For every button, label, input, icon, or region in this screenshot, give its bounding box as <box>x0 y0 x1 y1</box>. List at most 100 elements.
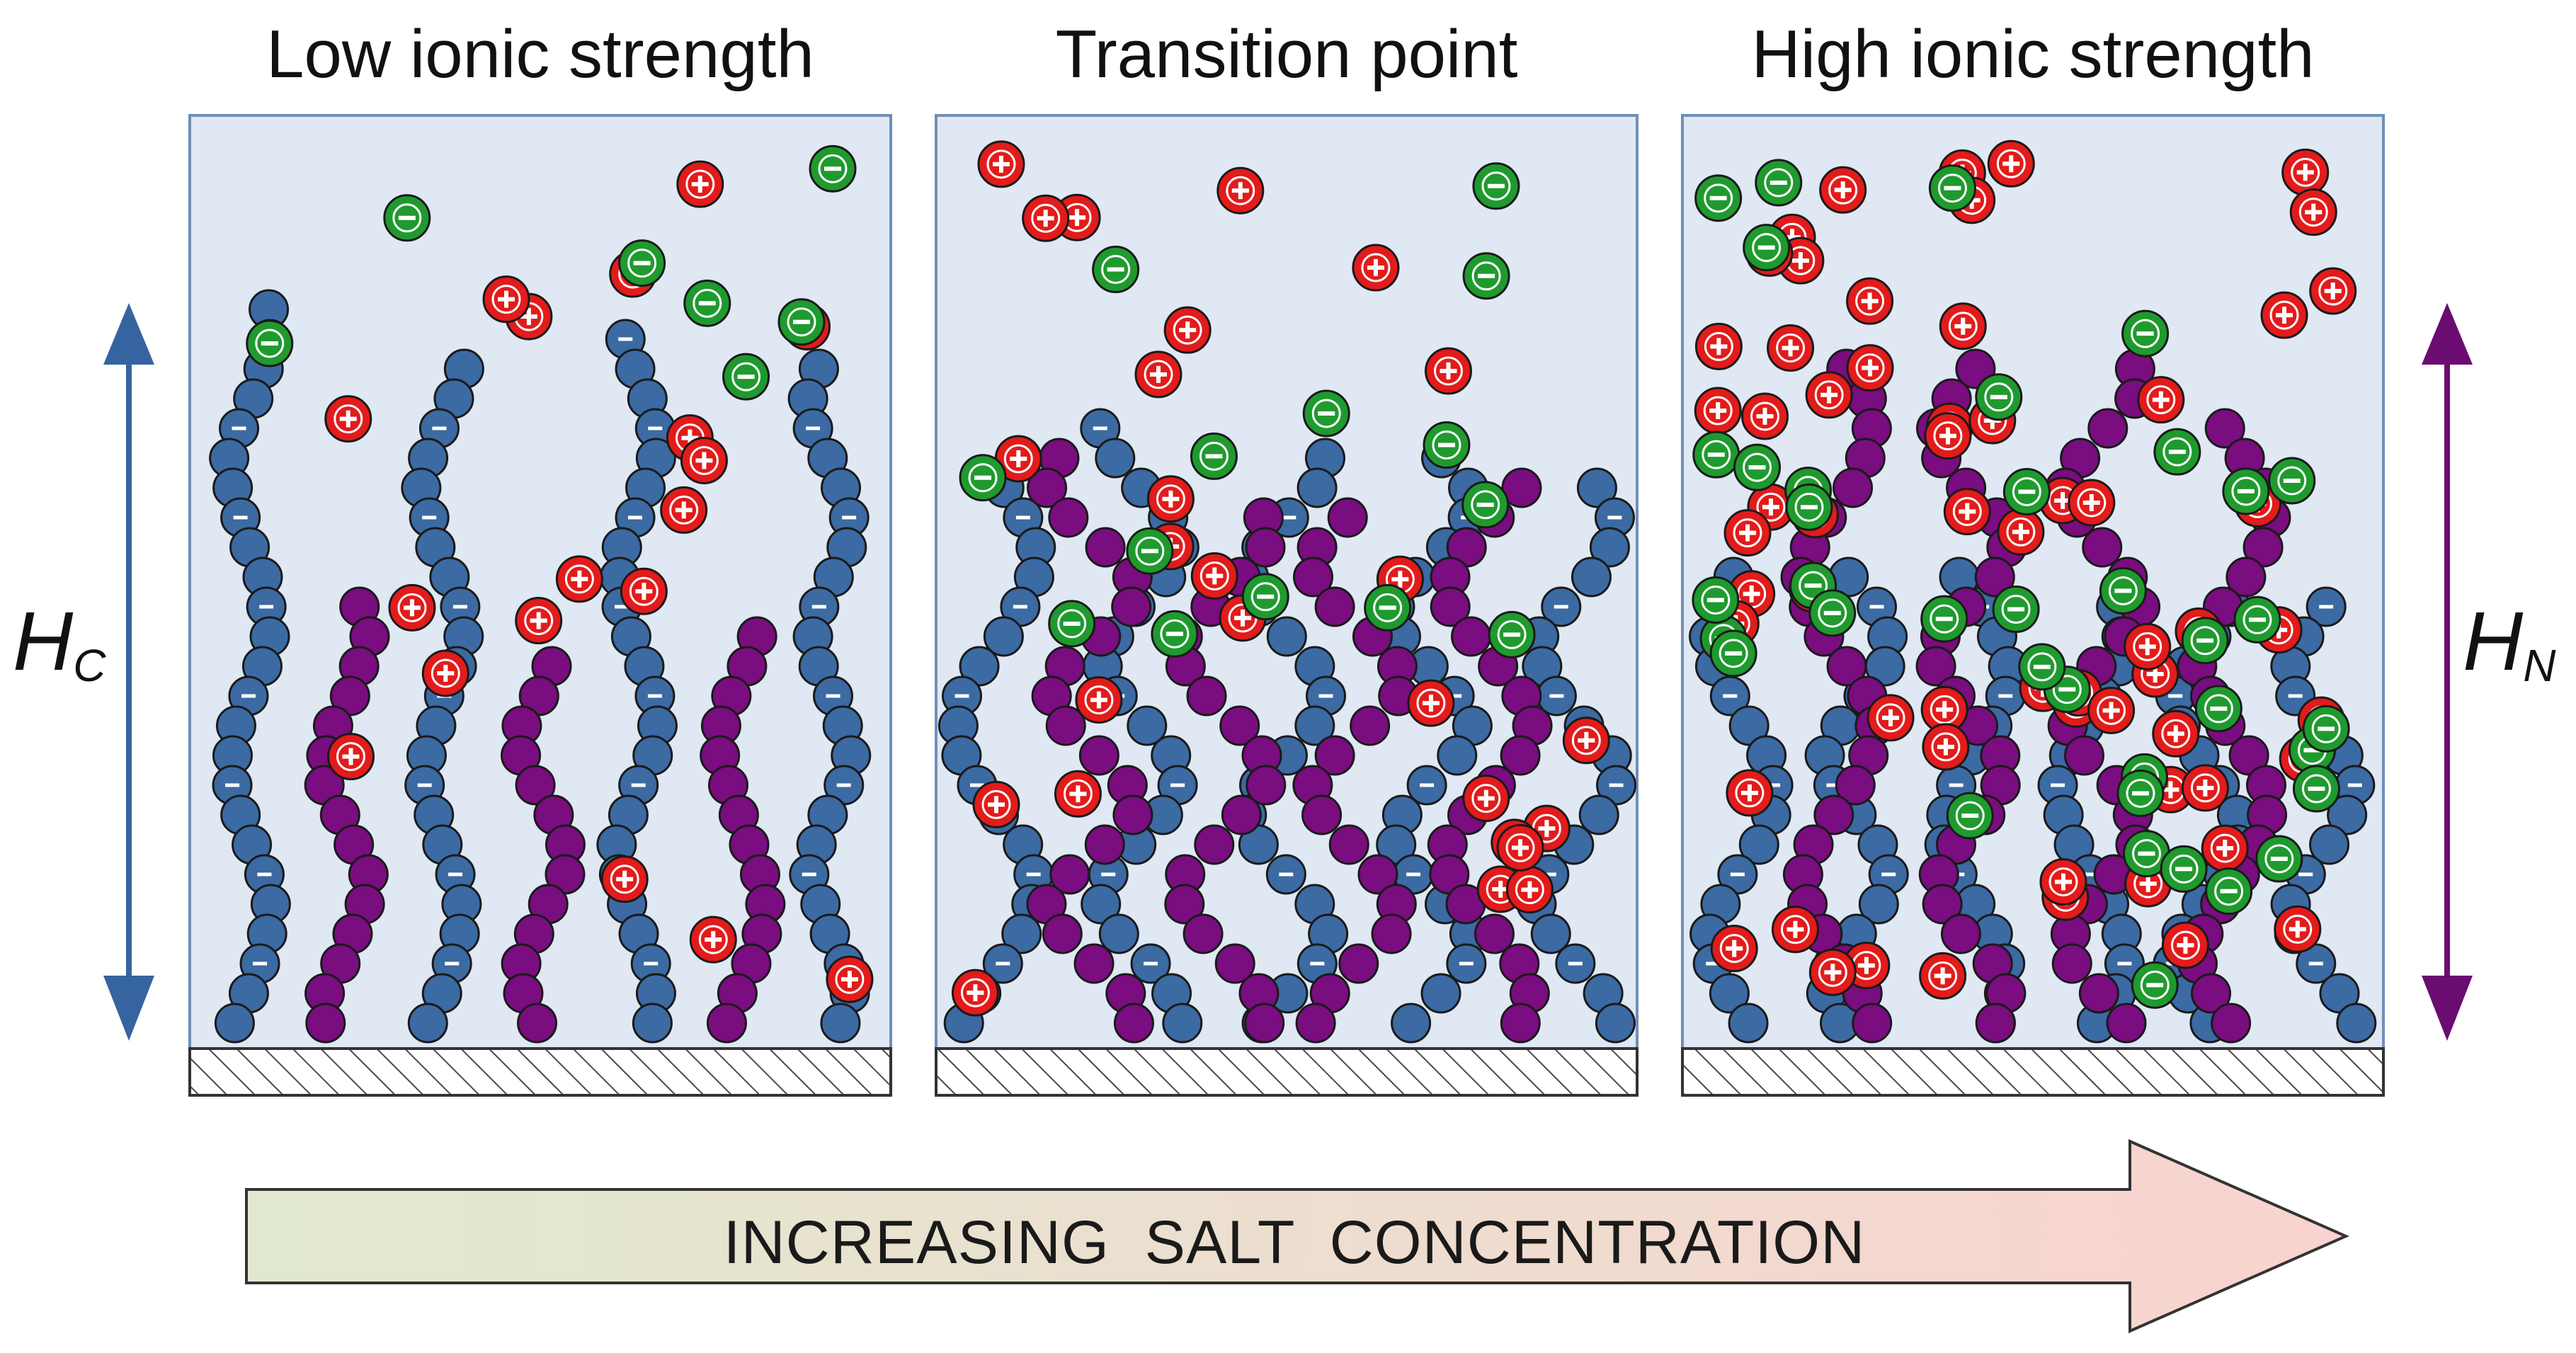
minus-sign-icon <box>1166 632 1183 636</box>
chain-bead <box>1095 438 1136 479</box>
ion-ring <box>2161 719 2191 748</box>
ion-ring <box>1704 331 1733 361</box>
arrow-head-down-icon <box>103 976 154 1041</box>
minus-sign-icon <box>1013 605 1027 609</box>
plus-sign-icon <box>1940 967 1945 985</box>
ion-ring <box>2301 774 2331 804</box>
minus-sign-icon <box>2270 857 2288 862</box>
plus-sign-icon <box>697 176 702 193</box>
brush-layer <box>1689 139 2377 1044</box>
minus-sign-icon <box>1279 872 1294 877</box>
minus-sign-icon <box>996 961 1010 966</box>
plus-sign-icon <box>1716 338 1721 355</box>
ion-ring <box>1361 253 1391 282</box>
plus-sign-icon <box>2018 523 2023 541</box>
chain-bead <box>518 675 559 717</box>
ion-ring <box>1701 585 1731 615</box>
minus-sign-icon <box>2018 489 2036 494</box>
minus-sign-icon <box>2318 726 2335 731</box>
chain-bead <box>517 1003 558 1044</box>
chain-bead <box>1501 467 1542 508</box>
chain-bead <box>1045 705 1086 746</box>
ion-ring <box>1031 203 1061 233</box>
ion-ring <box>981 789 1011 819</box>
height-arrow-hc <box>103 303 154 1041</box>
ion-ring <box>1735 778 1765 808</box>
chain-bead <box>2228 735 2269 776</box>
ion-ring <box>629 576 659 606</box>
chain-bead <box>2211 1003 2252 1044</box>
minus-sign-icon <box>1869 605 1884 609</box>
substrate-hatch <box>1681 1047 2385 1097</box>
chain-bead <box>1266 616 1307 657</box>
minus-sign-icon <box>1318 694 1333 698</box>
chain-bead <box>1338 943 1379 984</box>
ion-ring <box>968 463 998 493</box>
chain-bead <box>1085 527 1126 568</box>
minus-sign-icon <box>1707 452 1725 457</box>
chain-bead <box>1314 735 1355 776</box>
ion-ring <box>1855 353 1885 383</box>
chain-bead <box>1027 467 1068 508</box>
minus-sign-icon <box>969 783 984 787</box>
minus-sign-icon <box>2319 605 2334 609</box>
plus-sign-icon <box>1793 920 1798 938</box>
plus-sign-icon <box>2061 491 2065 509</box>
minus-sign-icon <box>253 961 268 966</box>
ion-ring <box>2170 930 2200 960</box>
chain-bead <box>1221 794 1262 835</box>
chain-bead <box>1084 824 1125 865</box>
ion-ring <box>491 285 521 314</box>
chain-bead <box>1975 1003 2016 1044</box>
minus-sign-icon <box>1478 273 1495 278</box>
ion-ring <box>1776 333 1806 362</box>
chain-bead <box>214 1003 255 1044</box>
plus-sign-icon <box>348 748 353 765</box>
chain-bead <box>1296 467 1338 508</box>
plus-sign-icon <box>1498 880 1503 898</box>
plus-sign-icon <box>2109 702 2114 719</box>
minus-sign-icon <box>954 694 969 698</box>
minus-sign-icon <box>1144 961 1158 966</box>
chain-bead <box>1437 735 1478 776</box>
plus-sign-icon <box>2089 493 2094 511</box>
plus-sign-icon <box>1398 571 1403 588</box>
ion-ring <box>1471 490 1500 520</box>
chain-bead <box>1246 765 1287 806</box>
panel-title-high: High ionic strength <box>1751 16 2315 92</box>
ion-ring <box>1704 183 1733 213</box>
minus-sign-icon <box>1503 632 1521 637</box>
chain-bead <box>1295 1003 1336 1044</box>
plus-sign-icon <box>1945 427 1950 445</box>
minus-sign-icon <box>1476 502 1494 507</box>
chain-bead <box>1826 646 1867 687</box>
ion-ring <box>698 925 728 954</box>
plus-sign-icon <box>1212 567 1217 585</box>
ion-ring <box>1199 441 1229 471</box>
chain-bead <box>2078 973 2119 1014</box>
chain-bead <box>820 1003 861 1044</box>
chain-bead <box>2309 824 2350 865</box>
plus-sign-icon <box>1518 839 1523 857</box>
chain-bead <box>515 765 556 806</box>
minus-sign-icon <box>1804 583 1822 588</box>
plus-sign-icon <box>688 429 693 447</box>
minus-sign-icon <box>1961 813 1979 818</box>
minus-sign-icon <box>974 475 992 480</box>
ion-ring <box>2169 854 2199 884</box>
plus-sign-icon <box>1990 412 1995 430</box>
ion-ring <box>2291 157 2320 187</box>
chain-bead <box>1738 824 1779 865</box>
minus-sign-icon <box>2051 783 2065 787</box>
ion-ring <box>1876 703 1905 733</box>
chain-bead <box>1500 735 1541 776</box>
minus-sign-icon <box>1170 783 1185 787</box>
minus-sign-icon <box>1769 181 1787 185</box>
ion-ring <box>2012 477 2041 507</box>
plus-sign-icon <box>998 155 1003 173</box>
minus-sign-icon <box>1437 443 1455 447</box>
ion-ring <box>1948 312 1978 341</box>
plus-sign-icon <box>1749 585 1754 603</box>
ion-ring <box>1733 518 1762 548</box>
minus-sign-icon <box>2283 478 2301 483</box>
